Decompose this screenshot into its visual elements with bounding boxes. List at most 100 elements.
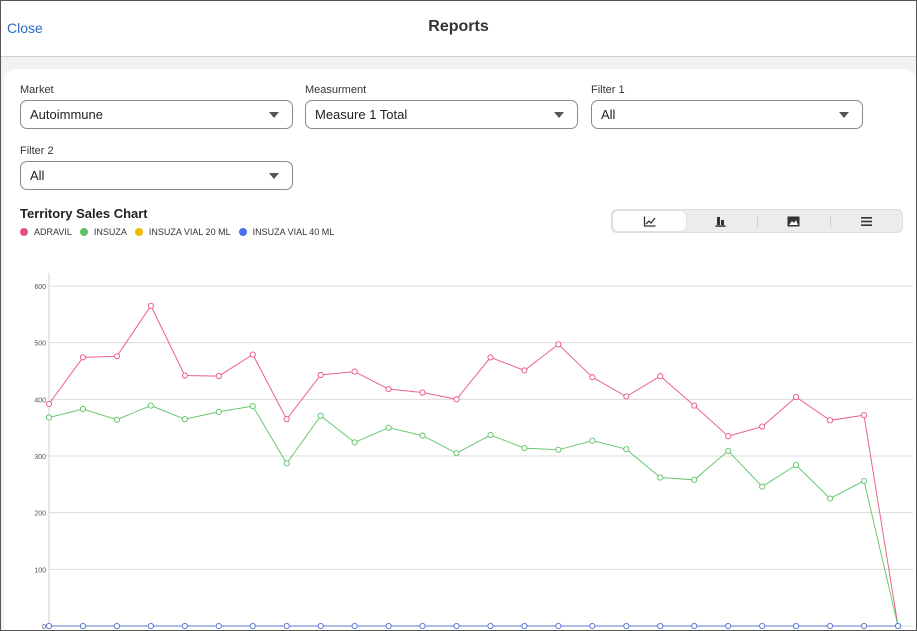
data-point xyxy=(351,622,358,630)
data-point xyxy=(385,622,392,630)
filter2-select[interactable]: All xyxy=(20,161,293,190)
data-point xyxy=(894,622,902,630)
data-point xyxy=(317,371,324,379)
data-point xyxy=(793,622,800,630)
close-button[interactable]: Close xyxy=(7,20,43,36)
filter1-select[interactable]: All xyxy=(591,100,863,129)
data-point xyxy=(691,622,698,630)
measurement-select[interactable]: Measure 1 Total xyxy=(305,100,578,129)
data-point xyxy=(521,367,528,374)
data-point xyxy=(691,476,698,483)
y-tick-label: 300 xyxy=(34,454,46,461)
data-point xyxy=(283,622,290,630)
data-point xyxy=(45,414,53,421)
market-label: Market xyxy=(20,84,54,96)
chevron-down-icon xyxy=(269,173,279,179)
data-point xyxy=(419,389,426,396)
filter2-label: Filter 2 xyxy=(20,145,54,157)
data-point xyxy=(827,622,834,630)
data-point xyxy=(487,354,494,361)
data-point xyxy=(725,433,732,440)
y-tick-label: 100 xyxy=(34,567,46,574)
chevron-down-icon xyxy=(554,112,564,118)
filter1-value: All xyxy=(601,107,616,122)
data-point xyxy=(113,353,120,360)
data-point xyxy=(215,408,222,415)
data-point xyxy=(249,351,256,358)
data-point xyxy=(317,412,324,419)
series-line-1 xyxy=(48,405,899,627)
legend-item-adravil[interactable]: ADRAVIL xyxy=(20,227,72,237)
data-point xyxy=(657,622,664,630)
data-point xyxy=(521,622,528,630)
page-title: Reports xyxy=(428,18,489,35)
data-point xyxy=(725,622,732,630)
data-point xyxy=(113,416,120,423)
line-view-button[interactable] xyxy=(613,211,686,231)
data-point xyxy=(147,302,154,309)
data-point xyxy=(555,446,562,453)
data-point xyxy=(453,396,460,403)
data-point xyxy=(351,439,358,446)
image-icon xyxy=(787,216,800,226)
market-value: Autoimmune xyxy=(30,107,103,122)
toggle-divider xyxy=(757,217,758,227)
series-line-0 xyxy=(48,304,899,627)
data-point xyxy=(589,374,596,381)
data-point xyxy=(181,622,188,630)
data-point xyxy=(249,403,256,410)
data-point xyxy=(283,460,290,467)
data-point xyxy=(351,368,358,375)
data-point xyxy=(860,412,868,419)
data-point xyxy=(555,622,562,630)
legend-label: INSUZA VIAL 20 ML xyxy=(148,227,231,237)
data-point xyxy=(419,622,426,630)
bar-chart-icon xyxy=(715,216,726,227)
legend-dot-icon xyxy=(238,228,247,236)
chevron-down-icon xyxy=(839,112,849,118)
header-bar: Close Reports xyxy=(1,1,916,57)
data-point xyxy=(215,622,222,630)
image-view-button[interactable] xyxy=(757,211,830,231)
market-select[interactable]: Autoimmune xyxy=(20,100,293,129)
legend-item-insuza[interactable]: INSUZA xyxy=(79,227,127,237)
data-point xyxy=(623,446,630,453)
bar-view-button[interactable] xyxy=(684,211,757,231)
chart-legend: ADRAVIL INSUZA INSUZA VIAL 20 ML INSUZA … xyxy=(20,227,342,237)
data-point xyxy=(827,417,834,424)
data-point xyxy=(623,393,630,400)
data-point xyxy=(147,402,154,409)
data-point xyxy=(521,445,528,452)
data-point xyxy=(453,450,460,457)
data-point xyxy=(215,373,222,380)
legend-label: ADRAVIL xyxy=(34,227,72,237)
data-point xyxy=(385,424,392,431)
legend-dot-icon xyxy=(134,228,143,236)
data-point xyxy=(793,462,800,469)
data-point xyxy=(589,437,596,444)
data-point xyxy=(487,622,494,630)
data-point xyxy=(181,372,188,379)
filter1-label: Filter 1 xyxy=(591,84,625,96)
list-view-button[interactable] xyxy=(830,211,903,231)
legend-label: INSUZA VIAL 40 ML xyxy=(252,227,335,237)
data-point xyxy=(181,416,188,423)
data-point xyxy=(113,622,120,630)
data-point xyxy=(45,622,53,630)
data-point xyxy=(691,402,698,409)
data-point xyxy=(759,423,766,430)
measurement-value: Measure 1 Total xyxy=(315,107,408,122)
chart-title: Territory Sales Chart xyxy=(20,206,148,221)
data-point xyxy=(623,622,630,630)
data-point xyxy=(589,622,596,630)
data-point xyxy=(759,622,766,630)
legend-item-insuza-vial-40[interactable]: INSUZA VIAL 40 ML xyxy=(238,227,335,237)
legend-item-insuza-vial-20[interactable]: INSUZA VIAL 20 ML xyxy=(134,227,231,237)
data-point xyxy=(419,432,426,439)
measurement-label: Measurment xyxy=(305,84,367,96)
data-point xyxy=(79,622,87,630)
data-point xyxy=(385,386,392,393)
legend-label: INSUZA xyxy=(93,227,127,237)
data-point xyxy=(725,447,732,454)
